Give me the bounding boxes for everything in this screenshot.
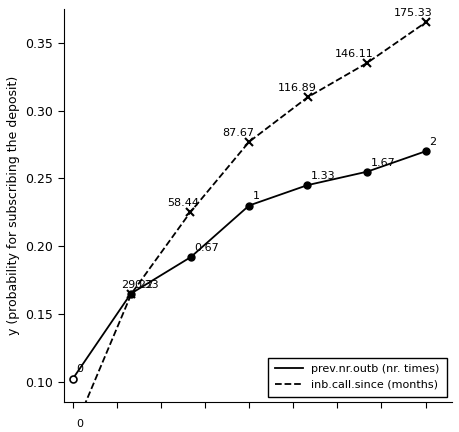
Legend: prev.nr.outb (nr. times), inb.call.since (months): prev.nr.outb (nr. times), inb.call.since… [268,358,447,397]
Text: 1: 1 [252,191,260,201]
Text: 0: 0 [76,364,83,374]
Text: 58.44: 58.44 [168,198,199,208]
Text: 29.22: 29.22 [121,280,153,289]
Text: 1.67: 1.67 [371,158,396,168]
Text: 0.33: 0.33 [134,280,159,289]
Text: 0: 0 [76,419,83,429]
Text: 146.11: 146.11 [335,49,374,59]
Text: 1.33: 1.33 [311,171,336,181]
Text: 2: 2 [429,137,436,147]
Text: 175.33: 175.33 [394,8,432,19]
Y-axis label: y (probability for subscribing the deposit): y (probability for subscribing the depos… [7,76,20,335]
Text: 116.89: 116.89 [278,83,317,93]
Text: 87.67: 87.67 [223,128,255,138]
Text: 0.67: 0.67 [195,243,219,253]
